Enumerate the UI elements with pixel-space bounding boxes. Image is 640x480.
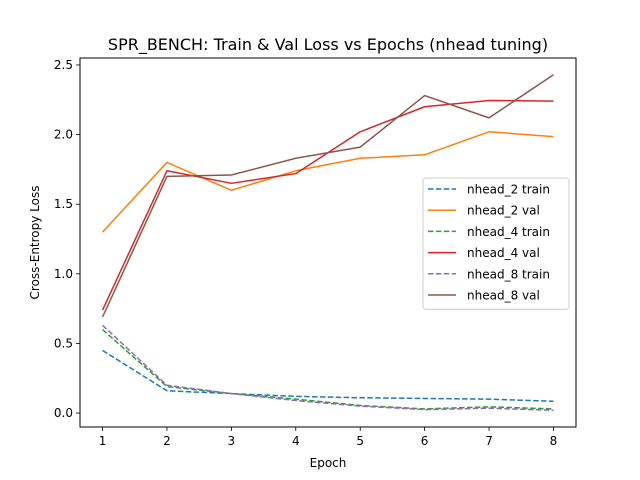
y-tick-label: 2.5: [54, 58, 73, 72]
series-line-nhead-8-train: [102, 324, 554, 412]
y-tick-label: 0.5: [54, 336, 73, 350]
y-tick-label: 0.0: [54, 406, 73, 420]
legend-label: nhead_4 train: [467, 225, 550, 239]
y-tick-label: 2.0: [54, 128, 73, 142]
series-line-nhead-4-train: [102, 328, 554, 410]
series-line-nhead-8-val: [101, 74, 554, 318]
x-tick-label: 5: [356, 434, 364, 448]
y-axis-label: Cross-Entropy Loss: [28, 186, 42, 300]
series-line-nhead-2-val: [101, 131, 554, 233]
x-tick-label: 4: [292, 434, 300, 448]
chart-title: SPR_BENCH: Train & Val Loss vs Epochs (n…: [108, 35, 548, 55]
x-tick-label: 3: [228, 434, 236, 448]
x-tick-label: 2: [163, 434, 171, 448]
x-tick-label: 8: [550, 434, 558, 448]
legend-label: nhead_8 train: [467, 267, 550, 281]
legend-label: nhead_8 val: [467, 289, 540, 303]
series-layer: [101, 74, 554, 412]
series-line-nhead-2-train: [102, 349, 554, 402]
x-tick-label: 7: [485, 434, 493, 448]
x-ticks: 1 2 3 4 5 6 7 8: [99, 427, 558, 448]
x-axis-label: Epoch: [310, 456, 347, 470]
x-tick-label: 6: [421, 434, 429, 448]
legend-label: nhead_2 val: [467, 204, 540, 218]
y-tick-label: 1.5: [54, 197, 73, 211]
y-tick-label: 1.0: [54, 267, 73, 281]
x-tick-label: 1: [99, 434, 107, 448]
legend-label: nhead_2 train: [467, 183, 550, 197]
plot-frame: [79, 57, 577, 428]
y-ticks: 0.0 0.5 1.0 1.5 2.0 2.5: [54, 58, 80, 420]
legend-label: nhead_4 val: [467, 246, 540, 260]
legend-box: [422, 177, 570, 310]
legend: nhead_2 train nhead_2 val nhead_4 train nhe…: [422, 177, 570, 310]
